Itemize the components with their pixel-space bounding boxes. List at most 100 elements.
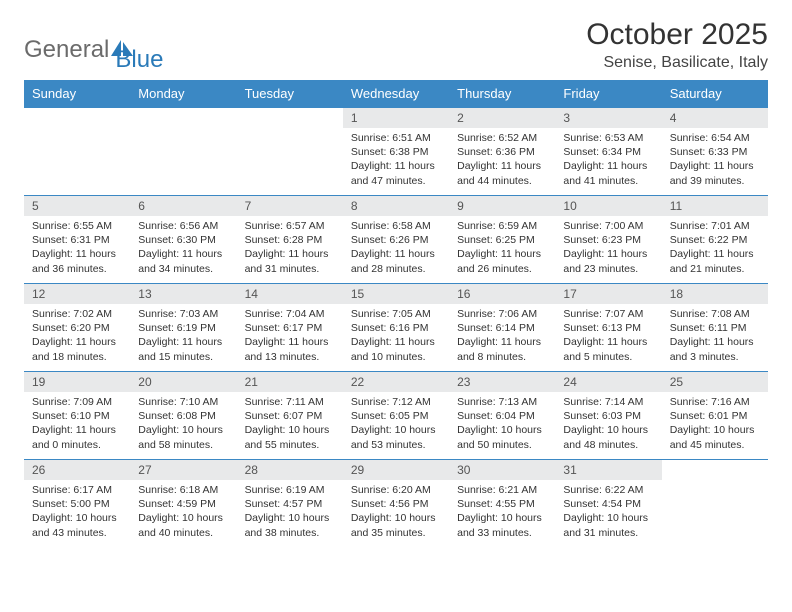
sunset-line: Sunset: 6:36 PM (457, 145, 547, 159)
day-cell: 4Sunrise: 6:54 AMSunset: 6:33 PMDaylight… (662, 108, 768, 196)
day-cell: 26Sunrise: 6:17 AMSunset: 5:00 PMDayligh… (24, 460, 130, 548)
sunrise-line: Sunrise: 6:58 AM (351, 219, 441, 233)
logo-text-blue: Blue (115, 46, 163, 74)
sunrise-line: Sunrise: 7:01 AM (670, 219, 760, 233)
sunset-line: Sunset: 6:26 PM (351, 233, 441, 247)
day-cell: 15Sunrise: 7:05 AMSunset: 6:16 PMDayligh… (343, 284, 449, 372)
day-cell: 24Sunrise: 7:14 AMSunset: 6:03 PMDayligh… (555, 372, 661, 460)
sunset-line: Sunset: 5:00 PM (32, 497, 122, 511)
day-cell: 29Sunrise: 6:20 AMSunset: 4:56 PMDayligh… (343, 460, 449, 548)
day-number: 7 (237, 196, 343, 216)
daylight-line: Daylight: 11 hours and 15 minutes. (138, 335, 228, 363)
sunrise-line: Sunrise: 7:04 AM (245, 307, 335, 321)
sunset-line: Sunset: 4:56 PM (351, 497, 441, 511)
day-number: 16 (449, 284, 555, 304)
day-header-row: SundayMondayTuesdayWednesdayThursdayFrid… (24, 80, 768, 108)
day-content: Sunrise: 7:13 AMSunset: 6:04 PMDaylight:… (449, 392, 555, 456)
sunrise-line: Sunrise: 7:08 AM (670, 307, 760, 321)
daylight-line: Daylight: 11 hours and 23 minutes. (563, 247, 653, 275)
day-number: 28 (237, 460, 343, 480)
day-content: Sunrise: 7:10 AMSunset: 6:08 PMDaylight:… (130, 392, 236, 456)
day-number: 8 (343, 196, 449, 216)
day-number: 5 (24, 196, 130, 216)
day-number: 11 (662, 196, 768, 216)
daylight-line: Daylight: 11 hours and 5 minutes. (563, 335, 653, 363)
day-cell: 11Sunrise: 7:01 AMSunset: 6:22 PMDayligh… (662, 196, 768, 284)
sunrise-line: Sunrise: 6:17 AM (32, 483, 122, 497)
day-header-sunday: Sunday (24, 80, 130, 108)
day-cell: 18Sunrise: 7:08 AMSunset: 6:11 PMDayligh… (662, 284, 768, 372)
day-cell: 16Sunrise: 7:06 AMSunset: 6:14 PMDayligh… (449, 284, 555, 372)
day-number: 21 (237, 372, 343, 392)
daylight-line: Daylight: 10 hours and 58 minutes. (138, 423, 228, 451)
sunrise-line: Sunrise: 6:20 AM (351, 483, 441, 497)
day-content: Sunrise: 6:22 AMSunset: 4:54 PMDaylight:… (555, 480, 661, 544)
day-number: 23 (449, 372, 555, 392)
sunset-line: Sunset: 4:55 PM (457, 497, 547, 511)
daylight-line: Daylight: 10 hours and 48 minutes. (563, 423, 653, 451)
day-number: 9 (449, 196, 555, 216)
daylight-line: Daylight: 11 hours and 31 minutes. (245, 247, 335, 275)
sunset-line: Sunset: 6:11 PM (670, 321, 760, 335)
day-content: Sunrise: 7:04 AMSunset: 6:17 PMDaylight:… (237, 304, 343, 368)
daylight-line: Daylight: 11 hours and 39 minutes. (670, 159, 760, 187)
day-cell: 7Sunrise: 6:57 AMSunset: 6:28 PMDaylight… (237, 196, 343, 284)
day-number: 13 (130, 284, 236, 304)
day-number: 19 (24, 372, 130, 392)
day-content: Sunrise: 7:16 AMSunset: 6:01 PMDaylight:… (662, 392, 768, 456)
daylight-line: Daylight: 11 hours and 0 minutes. (32, 423, 122, 451)
sunrise-line: Sunrise: 6:21 AM (457, 483, 547, 497)
location-subtitle: Senise, Basilicate, Italy (586, 54, 768, 72)
day-cell: 28Sunrise: 6:19 AMSunset: 4:57 PMDayligh… (237, 460, 343, 548)
day-content: Sunrise: 7:00 AMSunset: 6:23 PMDaylight:… (555, 216, 661, 280)
sunrise-line: Sunrise: 6:18 AM (138, 483, 228, 497)
day-cell: 2Sunrise: 6:52 AMSunset: 6:36 PMDaylight… (449, 108, 555, 196)
day-number: 22 (343, 372, 449, 392)
day-content: Sunrise: 6:58 AMSunset: 6:26 PMDaylight:… (343, 216, 449, 280)
day-header-saturday: Saturday (662, 80, 768, 108)
day-cell: 5Sunrise: 6:55 AMSunset: 6:31 PMDaylight… (24, 196, 130, 284)
day-content: Sunrise: 6:57 AMSunset: 6:28 PMDaylight:… (237, 216, 343, 280)
logo: General Blue (24, 26, 163, 74)
day-cell: 17Sunrise: 7:07 AMSunset: 6:13 PMDayligh… (555, 284, 661, 372)
day-content: Sunrise: 7:03 AMSunset: 6:19 PMDaylight:… (130, 304, 236, 368)
sunrise-line: Sunrise: 7:13 AM (457, 395, 547, 409)
day-number: 3 (555, 108, 661, 128)
day-number: 17 (555, 284, 661, 304)
sunrise-line: Sunrise: 6:52 AM (457, 131, 547, 145)
daylight-line: Daylight: 11 hours and 26 minutes. (457, 247, 547, 275)
week-row: 1Sunrise: 6:51 AMSunset: 6:38 PMDaylight… (24, 108, 768, 196)
daylight-line: Daylight: 10 hours and 35 minutes. (351, 511, 441, 539)
day-header-thursday: Thursday (449, 80, 555, 108)
daylight-line: Daylight: 10 hours and 40 minutes. (138, 511, 228, 539)
sunset-line: Sunset: 6:01 PM (670, 409, 760, 423)
day-content: Sunrise: 7:11 AMSunset: 6:07 PMDaylight:… (237, 392, 343, 456)
week-row: 5Sunrise: 6:55 AMSunset: 6:31 PMDaylight… (24, 196, 768, 284)
day-content: Sunrise: 6:56 AMSunset: 6:30 PMDaylight:… (130, 216, 236, 280)
day-number: 26 (24, 460, 130, 480)
day-cell: 31Sunrise: 6:22 AMSunset: 4:54 PMDayligh… (555, 460, 661, 548)
sunset-line: Sunset: 6:13 PM (563, 321, 653, 335)
daylight-line: Daylight: 10 hours and 55 minutes. (245, 423, 335, 451)
sunrise-line: Sunrise: 7:06 AM (457, 307, 547, 321)
day-cell: 1Sunrise: 6:51 AMSunset: 6:38 PMDaylight… (343, 108, 449, 196)
sunrise-line: Sunrise: 7:02 AM (32, 307, 122, 321)
sunset-line: Sunset: 6:17 PM (245, 321, 335, 335)
day-cell: 20Sunrise: 7:10 AMSunset: 6:08 PMDayligh… (130, 372, 236, 460)
daylight-line: Daylight: 11 hours and 44 minutes. (457, 159, 547, 187)
day-content: Sunrise: 6:51 AMSunset: 6:38 PMDaylight:… (343, 128, 449, 192)
sunset-line: Sunset: 6:03 PM (563, 409, 653, 423)
day-content: Sunrise: 6:18 AMSunset: 4:59 PMDaylight:… (130, 480, 236, 544)
daylight-line: Daylight: 10 hours and 38 minutes. (245, 511, 335, 539)
day-cell: 10Sunrise: 7:00 AMSunset: 6:23 PMDayligh… (555, 196, 661, 284)
day-cell: 9Sunrise: 6:59 AMSunset: 6:25 PMDaylight… (449, 196, 555, 284)
day-content: Sunrise: 7:07 AMSunset: 6:13 PMDaylight:… (555, 304, 661, 368)
day-content: Sunrise: 6:19 AMSunset: 4:57 PMDaylight:… (237, 480, 343, 544)
day-content: Sunrise: 6:55 AMSunset: 6:31 PMDaylight:… (24, 216, 130, 280)
day-number: 10 (555, 196, 661, 216)
daylight-line: Daylight: 11 hours and 34 minutes. (138, 247, 228, 275)
day-number: 12 (24, 284, 130, 304)
day-cell: 14Sunrise: 7:04 AMSunset: 6:17 PMDayligh… (237, 284, 343, 372)
day-cell (237, 108, 343, 196)
daylight-line: Daylight: 11 hours and 13 minutes. (245, 335, 335, 363)
